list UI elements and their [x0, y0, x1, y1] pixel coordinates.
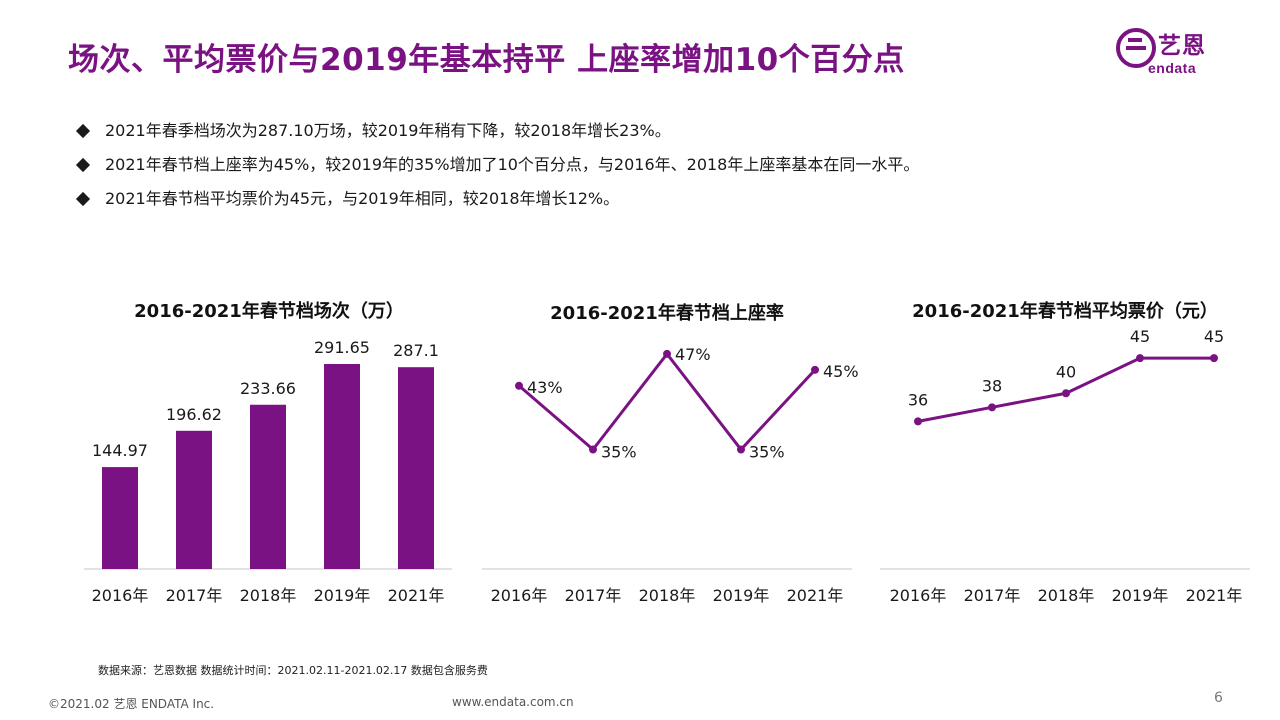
data-label: 196.62	[166, 405, 222, 424]
page-title: 场次、平均票价与2019年基本持平 上座率增加10个百分点	[68, 42, 905, 78]
data-point	[1210, 354, 1218, 363]
data-label: 45%	[823, 362, 859, 381]
x-tick-label: 2017年	[166, 586, 223, 605]
data-point	[737, 445, 745, 454]
data-point	[914, 417, 922, 426]
page-number: 6	[1214, 690, 1223, 706]
x-tick-label: 2017年	[964, 586, 1021, 605]
data-label: 291.65	[314, 338, 370, 357]
data-label: 233.66	[240, 379, 296, 398]
data-point	[515, 381, 523, 390]
data-label: 45	[1204, 327, 1224, 346]
data-point	[589, 445, 597, 454]
x-tick-label: 2019年	[713, 586, 770, 605]
x-tick-label: 2016年	[491, 586, 548, 605]
data-point	[1062, 389, 1070, 398]
bar	[324, 363, 360, 569]
bar	[250, 404, 286, 569]
website-url: www.endata.com.cn	[452, 695, 574, 709]
logo-chinese-name: 艺恩	[1158, 33, 1206, 59]
data-point	[988, 403, 996, 412]
chart-title-avg-price: 2016-2021年春节档平均票价（元）	[912, 301, 1218, 322]
x-tick-label: 2018年	[639, 586, 696, 605]
bullet-item: 2021年春节档上座率为45%，较2019年的35%增加了10个百分点，与201…	[75, 148, 920, 182]
chart-title-screenings: 2016-2021年春节档场次（万）	[134, 301, 404, 322]
x-tick-label: 2018年	[1038, 586, 1095, 605]
data-point	[1136, 354, 1144, 363]
data-point	[663, 349, 671, 358]
data-label: 35%	[601, 443, 637, 462]
data-label: 287.1	[393, 341, 439, 360]
data-label: 36	[908, 390, 928, 409]
x-tick-label: 2016年	[890, 586, 947, 605]
bullet-item: 2021年春季档场次为287.10万场，较2019年稍有下降，较2018年增长2…	[75, 114, 919, 148]
bar	[176, 430, 212, 569]
bullet-item: 2021年春节档平均票价为45元，与2019年相同，较2018年增长12%。	[75, 182, 919, 216]
bullet-text: 2021年春季档场次为287.10万场，较2019年稍有下降，较2018年增长2…	[105, 121, 671, 140]
x-tick-label: 2018年	[240, 586, 297, 605]
x-tick-label: 2019年	[314, 586, 371, 605]
endata-logo-icon	[1116, 28, 1156, 68]
copyright: ©2021.02 艺恩 ENDATA Inc.	[48, 697, 215, 711]
data-label: 47%	[675, 345, 711, 364]
series-line	[518, 351, 817, 452]
logo-english-name: endata	[1148, 60, 1197, 76]
bullet-text: 2021年春节档平均票价为45元，与2019年相同，较2018年增长12%。	[105, 189, 620, 208]
data-label: 45	[1130, 327, 1150, 346]
x-tick-label: 2021年	[1186, 586, 1243, 605]
x-tick-label: 2016年	[92, 586, 149, 605]
bar	[102, 467, 138, 569]
bullet-list: 2021年春季档场次为287.10万场，较2019年稍有下降，较2018年增长2…	[75, 114, 920, 216]
data-point	[811, 365, 819, 374]
data-label: 38	[982, 376, 1002, 395]
data-source-note: 数据来源：艺恩数据 数据统计时间：2021.02.11-2021.02.17 数…	[98, 664, 488, 677]
bullet-text: 2021年春节档上座率为45%，较2019年的35%增加了10个百分点，与201…	[105, 155, 920, 174]
x-tick-label: 2021年	[388, 586, 445, 605]
data-label: 40	[1056, 362, 1076, 381]
data-label: 35%	[749, 443, 785, 462]
data-label: 43%	[527, 378, 563, 397]
x-tick-label: 2017年	[565, 586, 622, 605]
x-tick-label: 2019年	[1112, 586, 1169, 605]
bar	[398, 367, 434, 569]
endata-logo: 艺恩 endata	[1116, 26, 1246, 86]
data-label: 144.97	[92, 441, 148, 460]
chart-title-occupancy: 2016-2021年春节档上座率	[550, 303, 784, 324]
x-tick-label: 2021年	[787, 586, 844, 605]
